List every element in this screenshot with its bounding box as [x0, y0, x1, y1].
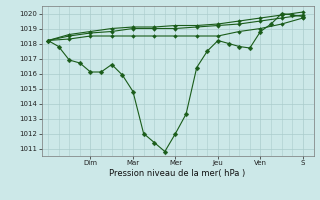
X-axis label: Pression niveau de la mer( hPa ): Pression niveau de la mer( hPa ) — [109, 169, 246, 178]
